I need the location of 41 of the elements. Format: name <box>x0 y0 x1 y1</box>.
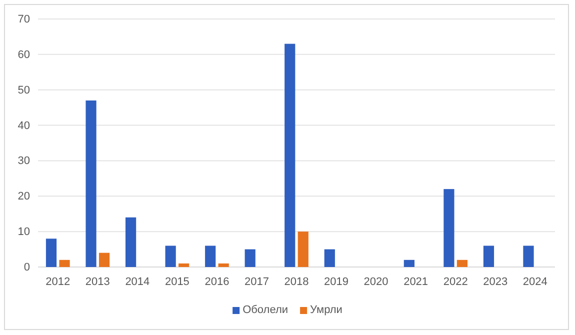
y-tick-label: 70 <box>18 14 30 26</box>
bar <box>178 263 190 267</box>
bar <box>404 260 414 267</box>
bar <box>324 249 335 267</box>
bar <box>218 263 229 267</box>
x-tick-label: 2016 <box>204 276 230 288</box>
y-tick-label: 0 <box>24 262 30 274</box>
x-tick-label: 2015 <box>164 276 190 288</box>
bar <box>165 246 176 267</box>
y-tick-label: 60 <box>18 48 30 61</box>
y-tick-label: 50 <box>18 84 30 96</box>
bar <box>46 238 57 267</box>
bar <box>444 189 454 267</box>
y-tick-label: 30 <box>18 155 30 168</box>
y-tick-label: 10 <box>18 226 30 238</box>
bar <box>86 100 96 267</box>
y-tick-label: 40 <box>18 120 30 132</box>
x-tick-label: 2013 <box>85 276 110 288</box>
bar <box>98 252 110 267</box>
bar <box>298 232 308 267</box>
x-tick-label: 2019 <box>324 276 349 288</box>
x-tick-label: 2018 <box>284 276 309 288</box>
x-tick-label: 2022 <box>443 276 468 288</box>
bar <box>284 44 296 267</box>
x-tick-label: 2014 <box>125 276 150 288</box>
legend-label: Оболели <box>242 304 288 316</box>
x-tick-label: 2012 <box>46 276 70 288</box>
x-tick-label: 2023 <box>483 276 508 288</box>
x-tick-label: 2024 <box>522 276 548 288</box>
bar <box>244 249 256 267</box>
bar <box>59 260 70 267</box>
x-tick-label: 2020 <box>364 276 388 288</box>
x-tick-label: 2021 <box>404 276 428 288</box>
bar <box>483 246 494 267</box>
bar <box>523 246 534 267</box>
y-tick-label: 20 <box>18 190 30 203</box>
bar <box>456 260 468 267</box>
bar <box>125 217 136 267</box>
legend-label: Умрли <box>310 304 342 316</box>
x-tick-label: 2017 <box>244 276 269 288</box>
bar <box>205 246 216 267</box>
